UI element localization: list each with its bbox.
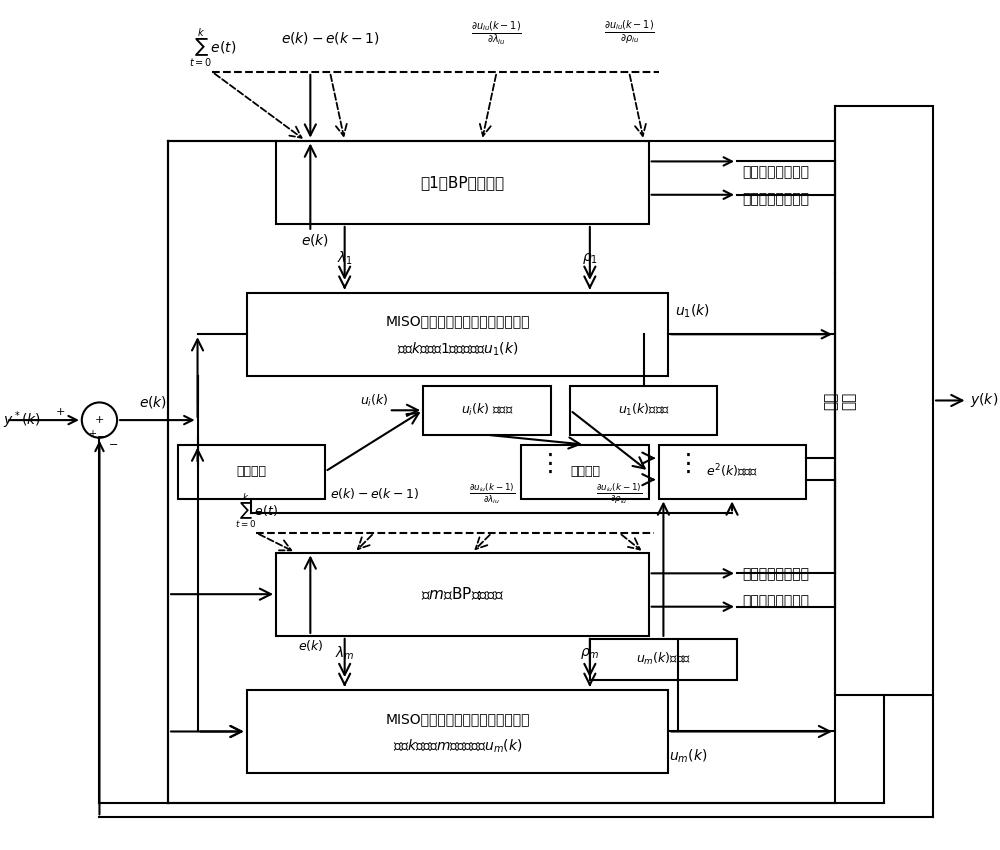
Text: $u_i(k)$: $u_i(k)$ <box>360 393 389 409</box>
Text: 计算$k$时刻第$m$个控制输入$u_m(k)$: 计算$k$时刻第$m$个控制输入$u_m(k)$ <box>393 738 522 755</box>
Text: $y^*(k)$: $y^*(k)$ <box>3 410 41 431</box>
Text: $u_1(k)$: $u_1(k)$ <box>675 302 710 320</box>
Text: 第1个BP神经网络: 第1个BP神经网络 <box>420 175 504 190</box>
Text: 被控
对象: 被控 对象 <box>824 391 856 410</box>
Text: $\frac{\partial u_{iu}(k-1)}{\partial\rho_{iu}}$: $\frac{\partial u_{iu}(k-1)}{\partial\rh… <box>596 481 642 506</box>
Text: 更新输出层权系数: 更新输出层权系数 <box>742 594 809 609</box>
Text: $e^2(k)$最小化: $e^2(k)$最小化 <box>706 462 758 480</box>
Bar <box>276 552 649 636</box>
Text: $e(k)-e(k-1)$: $e(k)-e(k-1)$ <box>281 30 379 46</box>
Text: 更新隐含层权系数: 更新隐含层权系数 <box>742 165 809 179</box>
Text: 计算$k$时刻第1个控制输入$u_1(k)$: 计算$k$时刻第1个控制输入$u_1(k)$ <box>397 340 518 358</box>
Bar <box>276 140 649 224</box>
Bar <box>247 292 668 376</box>
Text: 更新输出层权系数: 更新输出层权系数 <box>742 192 809 207</box>
Text: $u_1(k)$的梯度: $u_1(k)$的梯度 <box>618 402 670 418</box>
Text: $\frac{\partial u_{iu}(k-1)}{\partial\lambda_{iu}}$: $\frac{\partial u_{iu}(k-1)}{\partial\la… <box>469 481 515 506</box>
Bar <box>570 386 717 435</box>
Bar <box>835 106 933 694</box>
Bar <box>659 445 806 499</box>
Text: $\rho_1$: $\rho_1$ <box>582 251 598 266</box>
Text: $\sum_{t=0}^{k}e(t)$: $\sum_{t=0}^{k}e(t)$ <box>189 26 236 69</box>
Text: MISO异因子紧格式无模型控制方法: MISO异因子紧格式无模型控制方法 <box>385 314 530 329</box>
Text: $\lambda_m$: $\lambda_m$ <box>335 645 354 662</box>
Text: $\frac{\partial u_{iu}(k-1)}{\partial\lambda_{iu}}$: $\frac{\partial u_{iu}(k-1)}{\partial\la… <box>471 19 522 47</box>
Text: 误差集合: 误差集合 <box>236 465 266 478</box>
Text: ⋮: ⋮ <box>538 452 563 476</box>
Text: −: − <box>97 432 106 442</box>
Text: ⋮: ⋮ <box>675 452 700 476</box>
Text: −: − <box>109 439 119 450</box>
Text: $e(k)$: $e(k)$ <box>298 638 323 653</box>
Bar <box>423 386 551 435</box>
Text: $\sum_{t=0}^{k}e(t)$: $\sum_{t=0}^{k}e(t)$ <box>235 490 278 530</box>
Text: $y(k)$: $y(k)$ <box>970 392 999 410</box>
Text: $u_i(k)$ 的梯度: $u_i(k)$ 的梯度 <box>461 402 513 418</box>
Text: +: + <box>95 415 104 425</box>
Text: 第$m$个BP神经网络: 第$m$个BP神经网络 <box>421 586 504 603</box>
Text: +: + <box>56 407 65 417</box>
Text: $e(k)-e(k-1)$: $e(k)-e(k-1)$ <box>330 486 419 501</box>
Bar <box>247 690 668 774</box>
Bar <box>590 639 737 680</box>
Text: 梯度集合: 梯度集合 <box>570 465 600 478</box>
Bar <box>178 445 325 499</box>
Text: $u_m(k)$的梯度: $u_m(k)$的梯度 <box>636 651 691 667</box>
Text: $\frac{\partial u_{iu}(k-1)}{\partial\rho_{iu}}$: $\frac{\partial u_{iu}(k-1)}{\partial\rh… <box>604 19 655 46</box>
Text: 更新隐含层权系数: 更新隐含层权系数 <box>742 567 809 581</box>
Text: +: + <box>88 429 96 439</box>
Text: MISO异因子紧格式无模型控制方法: MISO异因子紧格式无模型控制方法 <box>385 711 530 726</box>
Text: $\lambda_1$: $\lambda_1$ <box>337 250 353 267</box>
Text: $e(k)$: $e(k)$ <box>139 394 167 411</box>
Text: $\rho_m$: $\rho_m$ <box>580 646 600 661</box>
Text: $u_m(k)$: $u_m(k)$ <box>669 748 707 765</box>
Bar <box>521 445 649 499</box>
Text: $e(k)$: $e(k)$ <box>301 232 329 248</box>
